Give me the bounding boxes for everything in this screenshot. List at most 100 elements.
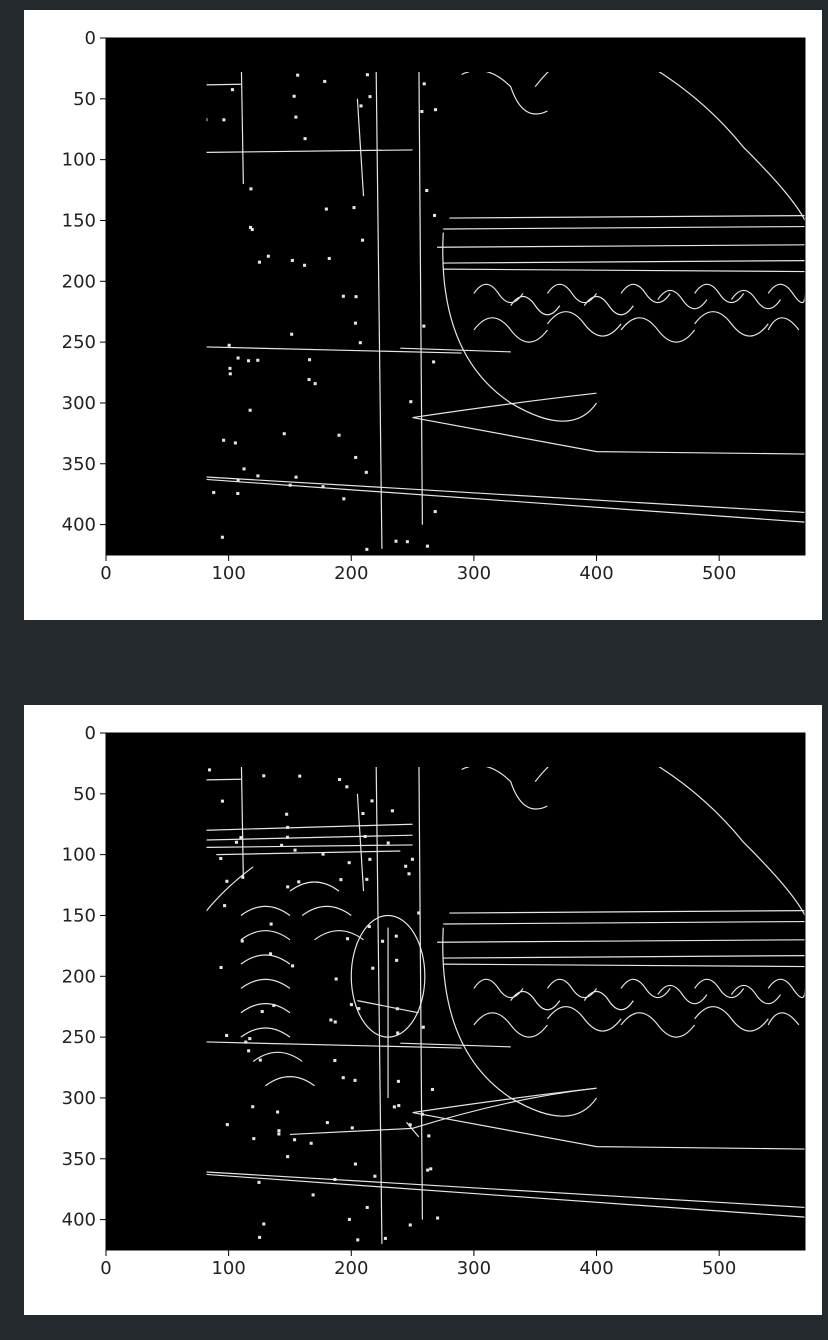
edge-speck bbox=[368, 95, 372, 99]
edge-speck bbox=[396, 1031, 400, 1035]
edge-path bbox=[240, 930, 291, 941]
edge-speck bbox=[242, 467, 246, 471]
edge-path bbox=[546, 978, 598, 999]
edge-path bbox=[301, 905, 352, 916]
edge-speck bbox=[425, 188, 429, 193]
x-tick-label: 100 bbox=[211, 1258, 245, 1279]
axes-2: 0 100 200 300 400 500 0 50 100 150 200 250 300 350 400 bbox=[62, 723, 806, 1279]
edge-speck bbox=[365, 877, 369, 881]
edge-path bbox=[473, 283, 524, 304]
edge-speck bbox=[277, 1129, 281, 1133]
y-tick-label: 250 bbox=[62, 1027, 96, 1048]
edge-speck bbox=[417, 911, 421, 915]
edge-path bbox=[443, 920, 806, 925]
edge-path bbox=[437, 244, 806, 248]
edge-speck bbox=[247, 1049, 251, 1053]
edge-path bbox=[206, 476, 806, 514]
edge-speck bbox=[272, 1003, 276, 1007]
edge-path bbox=[694, 1006, 769, 1032]
edge-speck bbox=[433, 108, 438, 112]
edge-path bbox=[767, 978, 806, 999]
edge-speck bbox=[430, 1087, 434, 1091]
edge-path bbox=[546, 311, 622, 337]
edge-path bbox=[767, 317, 800, 331]
edge-speck bbox=[347, 861, 351, 865]
edge-speck bbox=[395, 1007, 399, 1011]
edge-speck bbox=[225, 879, 229, 883]
edge-speck bbox=[357, 1007, 361, 1011]
y-tick-label: 200 bbox=[62, 271, 96, 292]
y-tick-label: 50 bbox=[73, 89, 96, 110]
edge-path bbox=[461, 767, 548, 810]
y-tick-label: 300 bbox=[62, 1088, 96, 1109]
edge-speck bbox=[257, 260, 261, 264]
edge-speck bbox=[422, 324, 426, 328]
edge-speck bbox=[329, 1018, 333, 1022]
edge-speck bbox=[429, 1167, 433, 1171]
edge-speck bbox=[390, 809, 394, 813]
edge-speck bbox=[234, 840, 239, 844]
x-tick-label: 200 bbox=[334, 1258, 368, 1279]
y-tick-label: 400 bbox=[62, 515, 96, 536]
edge-speck bbox=[433, 510, 437, 514]
y-tick-label: 200 bbox=[62, 966, 96, 987]
edge-path bbox=[206, 1041, 462, 1049]
edge-path bbox=[356, 793, 365, 892]
edge-lines bbox=[206, 767, 806, 1244]
edge-speck bbox=[381, 939, 385, 943]
edge-speck bbox=[244, 1040, 248, 1044]
edge-path bbox=[473, 978, 524, 999]
edge-speck bbox=[354, 295, 358, 299]
edge-speck bbox=[368, 857, 372, 861]
edge-speck bbox=[426, 1168, 430, 1172]
edge-speck bbox=[249, 187, 253, 191]
edge-speck bbox=[410, 857, 414, 861]
edge-path bbox=[443, 268, 806, 273]
edge-speck bbox=[432, 360, 436, 364]
edge-speck bbox=[252, 1137, 256, 1141]
edge-speck bbox=[436, 1216, 440, 1220]
x-tick-label: 300 bbox=[457, 563, 491, 584]
edge-speck bbox=[341, 1076, 345, 1080]
image-background bbox=[106, 733, 805, 1250]
edge-path bbox=[767, 283, 806, 304]
edge-speck bbox=[227, 343, 231, 347]
edge-speck bbox=[358, 341, 362, 345]
edge-speck bbox=[296, 73, 300, 77]
edge-path bbox=[473, 1012, 548, 1038]
edge-speck bbox=[247, 359, 251, 363]
edge-speck bbox=[394, 934, 398, 938]
edge-speck bbox=[373, 1174, 377, 1178]
edge-speck bbox=[334, 977, 338, 981]
edge-path bbox=[730, 984, 781, 1005]
x-tick-label: 400 bbox=[579, 1258, 613, 1279]
edge-speck bbox=[313, 382, 317, 386]
edge-path bbox=[418, 767, 423, 1220]
edge-speck bbox=[333, 1020, 337, 1024]
edge-speck bbox=[333, 1059, 337, 1063]
edge-speck bbox=[338, 777, 342, 782]
edge-path bbox=[240, 954, 291, 965]
edge-speck bbox=[248, 408, 252, 412]
edge-path bbox=[289, 881, 340, 892]
edge-path bbox=[350, 914, 426, 1038]
edge-path bbox=[583, 295, 634, 316]
edge-path bbox=[694, 311, 769, 337]
edge-speck bbox=[286, 885, 290, 889]
edge-speck bbox=[392, 1105, 396, 1109]
edge-speck bbox=[228, 372, 232, 376]
edge-speck bbox=[420, 1112, 424, 1116]
edge-speck bbox=[309, 1141, 313, 1145]
edge-speck bbox=[311, 1193, 315, 1197]
edge-speck bbox=[290, 258, 294, 262]
edge-speck bbox=[353, 1162, 357, 1166]
edge-path bbox=[620, 317, 696, 343]
edge-speck bbox=[277, 1132, 281, 1136]
axes-frame bbox=[105, 732, 806, 1251]
edge-speck bbox=[409, 400, 413, 404]
edge-plot-2: 0 100 200 300 400 500 0 50 100 150 200 250 300 350 400 bbox=[24, 705, 822, 1315]
edge-path bbox=[240, 72, 244, 184]
edge-speck bbox=[425, 544, 429, 548]
edge-speck bbox=[258, 1058, 262, 1062]
edge-speck bbox=[257, 1180, 261, 1184]
